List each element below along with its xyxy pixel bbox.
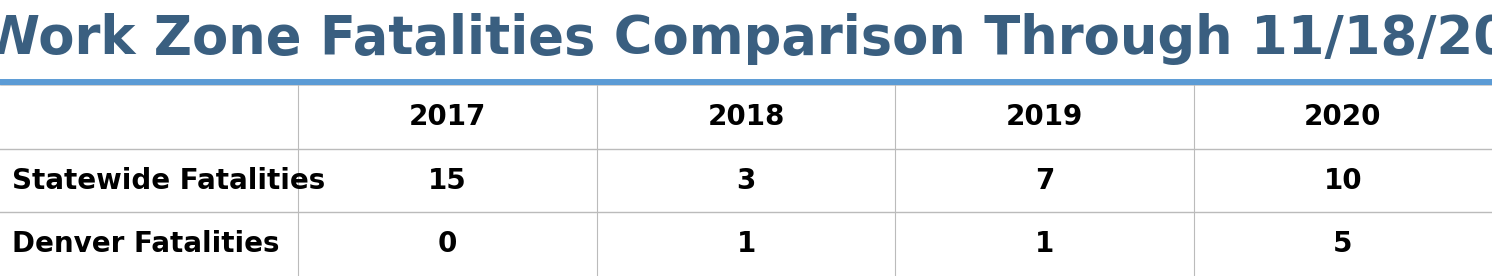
Text: 2017: 2017 (409, 103, 486, 131)
Text: Statewide Fatalities: Statewide Fatalities (12, 166, 325, 195)
Text: 2018: 2018 (707, 103, 785, 131)
Text: 2020: 2020 (1304, 103, 1382, 131)
Text: 2019: 2019 (1006, 103, 1083, 131)
Text: 0: 0 (439, 230, 457, 258)
Text: 5: 5 (1332, 230, 1353, 258)
Text: 15: 15 (428, 166, 467, 195)
Text: 7: 7 (1035, 166, 1053, 195)
Text: Denver Fatalities: Denver Fatalities (12, 230, 279, 258)
Text: 1: 1 (737, 230, 755, 258)
Text: 10: 10 (1323, 166, 1362, 195)
Text: Work Zone Fatalities Comparison Through 11/18/20: Work Zone Fatalities Comparison Through … (0, 13, 1492, 65)
Text: 3: 3 (737, 166, 755, 195)
Text: 1: 1 (1035, 230, 1053, 258)
